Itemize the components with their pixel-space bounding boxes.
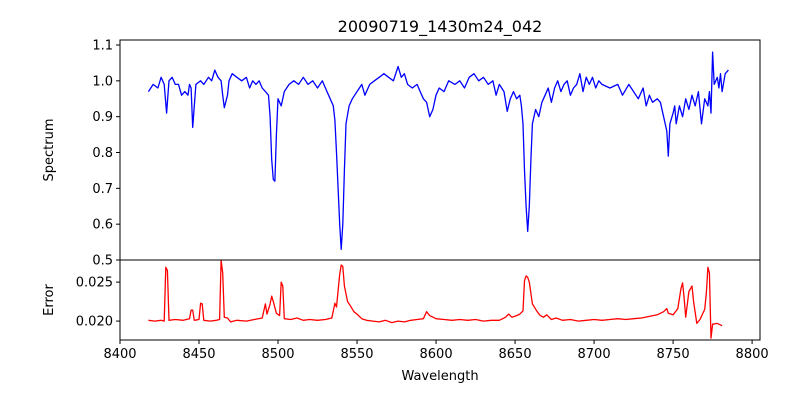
x-axis-label: Wavelength — [401, 369, 478, 384]
error-ylabel: Error — [42, 284, 57, 316]
spectrum-line — [147, 51, 729, 250]
x-tick-label: 8800 — [736, 347, 769, 362]
x-tick-label: 8600 — [420, 347, 453, 362]
x-tick-label: 8750 — [657, 347, 690, 362]
y-tick-label: 0.6 — [92, 218, 113, 233]
axes-frame — [119, 259, 761, 341]
y-tick-label: 0.9 — [92, 110, 113, 125]
x-tick-label: 8500 — [261, 347, 294, 362]
y-tick-label: 0.7 — [92, 182, 113, 197]
x-tick-label: 8700 — [578, 347, 611, 362]
spectrum-ylabel: Spectrum — [42, 119, 57, 182]
error-line — [148, 259, 723, 339]
error-panel: 0.020 0.025 8400 8450 8500 8550 8600 8650 8700 87… — [76, 259, 769, 362]
y-tick-label: 1.0 — [92, 74, 113, 89]
y-tick-label: 0.025 — [76, 276, 113, 291]
x-tick-label: 8450 — [182, 347, 215, 362]
y-tick-label: 0.8 — [92, 146, 113, 161]
y-tick-label: 1.1 — [92, 39, 113, 54]
chart-title: 20090719_1430m24_042 — [338, 17, 543, 37]
y-tick-label: 0.020 — [76, 315, 113, 330]
y-tick-label: 0.5 — [92, 254, 113, 269]
x-tick-label: 8400 — [103, 347, 136, 362]
x-tick-label: 8650 — [499, 347, 532, 362]
x-tick-label: 8550 — [340, 347, 373, 362]
